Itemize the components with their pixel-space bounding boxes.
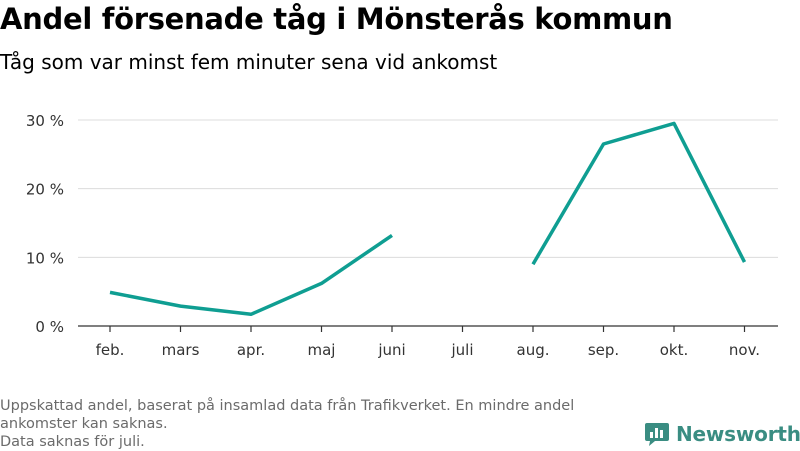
x-tick-label: mars (162, 341, 200, 359)
newsworthy-logo: Newsworthy (644, 420, 800, 448)
footnote-line: ankomster kan saknas. (0, 416, 168, 432)
x-tick-label: apr. (237, 341, 265, 359)
x-tick-label: juli (450, 341, 473, 359)
bar-chart-logo-icon (645, 423, 669, 446)
footnote-line: Data saknas för juli. (0, 434, 145, 450)
y-tick-label: 30 % (26, 112, 64, 130)
footnote-line: Uppskattad andel, baserat på insamlad da… (0, 398, 575, 414)
series-line-segment (109, 233, 393, 317)
x-tick-label: aug. (517, 341, 550, 359)
y-tick-label: 0 % (35, 318, 64, 336)
chart-subtitle: Tåg som var minst fem minuter sena vid a… (0, 50, 498, 74)
x-tick-label: sep. (588, 341, 619, 359)
x-tick-label: feb. (96, 341, 125, 359)
brand-name: Newsworthy (676, 422, 800, 446)
series-line-segment (531, 121, 747, 266)
y-axis-ticks: 0 % 10 % 20 % 30 % (26, 112, 64, 336)
x-tick-label: nov. (729, 341, 760, 359)
x-tick-label: juni (377, 341, 405, 359)
x-axis: feb. mars apr. maj juni juli aug. sep. okt. nov. (78, 325, 778, 359)
line-chart: 0 % 10 % 20 % 30 % feb. mars apr. maj juni juli a… (26, 112, 778, 359)
gridlines (78, 119, 778, 258)
x-tick-label: okt. (660, 341, 689, 359)
y-tick-label: 20 % (26, 181, 64, 199)
y-tick-label: 10 % (26, 249, 64, 267)
chart-title: Andel försenade tåg i Mönsterås kommun (0, 2, 673, 36)
footnote: Uppskattad andel, baserat på insamlad da… (0, 397, 640, 451)
series-lines (109, 121, 747, 317)
x-tick-label: maj (308, 341, 336, 359)
